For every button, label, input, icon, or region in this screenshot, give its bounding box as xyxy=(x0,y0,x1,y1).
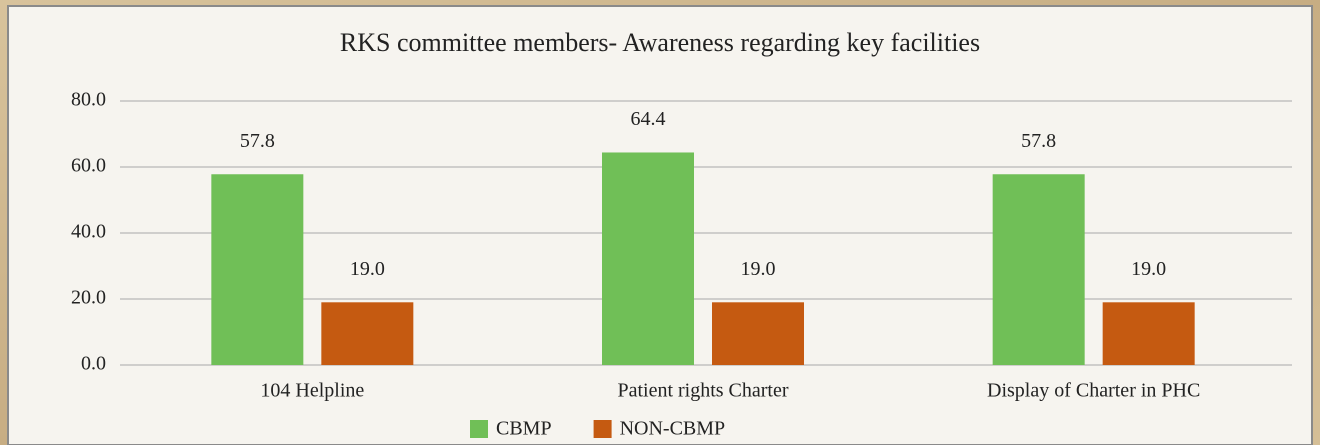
bar xyxy=(1102,302,1195,365)
y-tick-label: 80.0 xyxy=(71,89,106,111)
data-label: 19.0 xyxy=(350,258,385,280)
legend-label: NON-CBMP xyxy=(620,418,726,440)
bar xyxy=(712,302,804,365)
bar xyxy=(602,152,694,365)
x-tick-label: Display of Charter in PHC xyxy=(987,380,1200,402)
data-label: 64.4 xyxy=(631,108,666,130)
y-tick-label: 40.0 xyxy=(71,221,106,243)
data-label: 19.0 xyxy=(741,258,776,280)
y-tick-label: 60.0 xyxy=(71,155,106,177)
data-label: 19.0 xyxy=(1131,258,1166,280)
bar xyxy=(992,174,1085,365)
bar xyxy=(321,302,414,365)
bar xyxy=(211,174,304,365)
data-label: 57.8 xyxy=(240,130,275,152)
y-tick-label: 20.0 xyxy=(71,287,106,309)
chart-title: RKS committee members- Awareness regardi… xyxy=(340,28,980,57)
legend-label: CBMP xyxy=(496,418,552,440)
data-label: 57.8 xyxy=(1021,130,1056,152)
legend-swatch xyxy=(470,420,488,438)
legend-swatch xyxy=(593,420,612,438)
x-tick-label: Patient rights Charter xyxy=(617,380,788,402)
y-tick-label: 0.0 xyxy=(81,353,106,375)
x-tick-label: 104 Helpline xyxy=(260,380,364,402)
